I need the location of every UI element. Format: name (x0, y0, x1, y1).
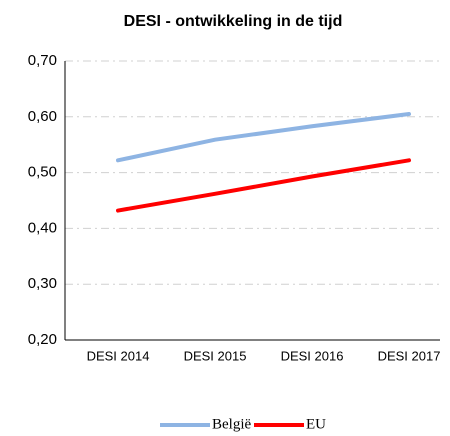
x-tick-label: DESI 2015 (184, 348, 247, 363)
x-tick-label: DESI 2017 (378, 348, 441, 363)
y-tick-label: 0,20 (28, 331, 57, 348)
legend-label: EU (306, 416, 326, 432)
series-line (116, 158, 411, 213)
y-tick-label: 0,50 (28, 164, 57, 181)
legend-label: België (212, 416, 251, 432)
y-tick-label: 0,30 (28, 275, 57, 292)
x-tick-label: DESI 2014 (87, 348, 150, 363)
x-tick-label: DESI 2016 (281, 348, 344, 363)
chart-title: DESI - ontwikkeling in de tijd (124, 13, 343, 30)
y-tick-label: 0,70 (28, 52, 57, 69)
y-tick-label: 0,60 (28, 108, 57, 125)
y-tick-label: 0,40 (28, 219, 57, 236)
series-line (116, 112, 411, 163)
legend: België EU (160, 416, 326, 432)
